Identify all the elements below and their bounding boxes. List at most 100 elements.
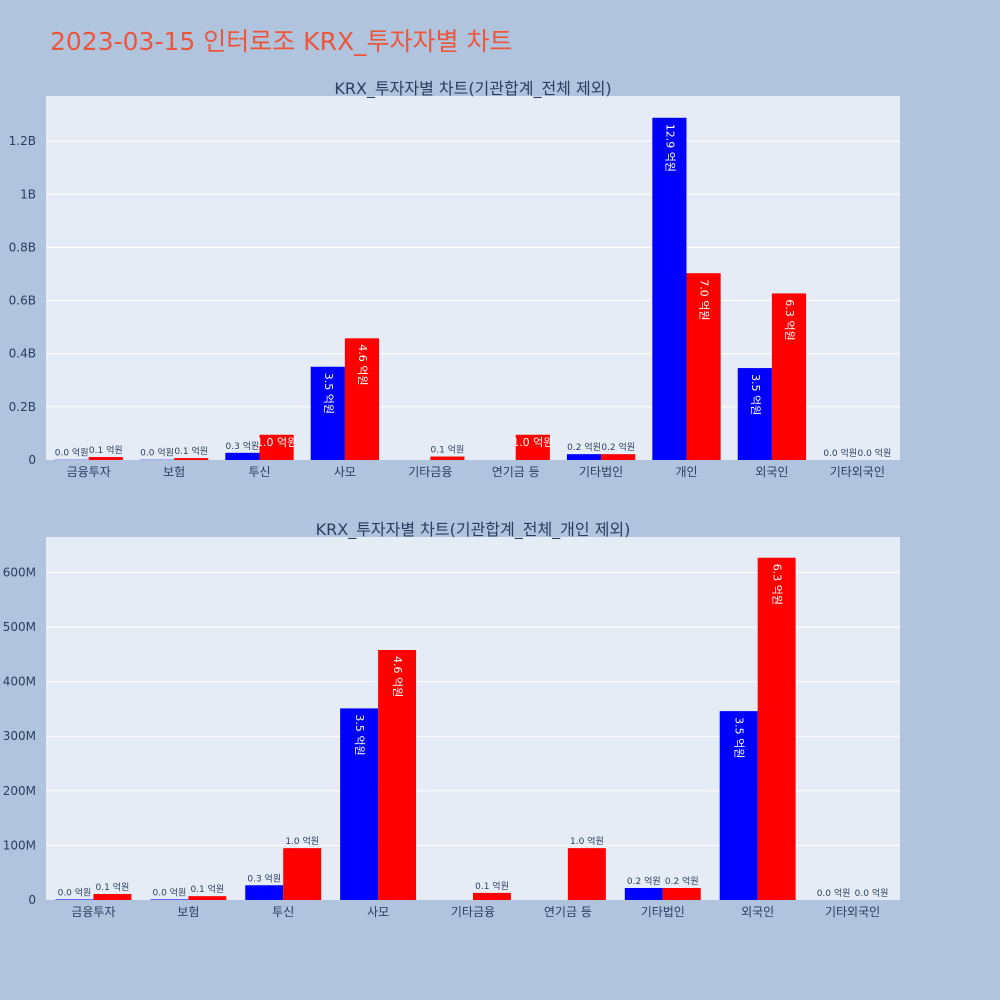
data-label: 0.1 억원 — [89, 444, 123, 456]
y-tick-label: 500M — [3, 620, 36, 634]
x-tick-label: 투신 — [272, 905, 294, 919]
bar — [430, 456, 465, 460]
x-tick-label: 기타금융 — [451, 905, 495, 919]
bar — [174, 458, 209, 460]
bar — [662, 887, 701, 900]
bar — [55, 899, 94, 900]
chart-title: KRX_투자자별 차트(기관합계_전체_개인 제외) — [316, 520, 631, 540]
bar — [344, 338, 380, 460]
y-tick-label: 0.8B — [9, 240, 36, 254]
x-tick-label: 사모 — [334, 465, 356, 479]
data-label: 0.1 억원 — [431, 444, 465, 456]
bar — [283, 848, 322, 900]
data-label: 3.5 억원 — [733, 717, 746, 758]
bar — [93, 893, 132, 900]
y-tick-label: 100M — [3, 838, 36, 852]
data-label: 12.9 억원 — [663, 124, 676, 172]
data-label: 1.0 억원 — [256, 436, 297, 449]
data-label: 0.2 억원 — [567, 441, 601, 453]
bar — [225, 452, 260, 460]
bar — [245, 885, 284, 900]
data-label: 0.2 억원 — [601, 441, 635, 453]
data-label: 1.0 억원 — [512, 436, 553, 449]
data-label: 0.1 억원 — [190, 883, 224, 895]
x-tick-label: 기타금융 — [408, 465, 452, 479]
x-tick-label: 보험 — [163, 465, 185, 479]
y-tick-label: 600M — [3, 565, 36, 579]
x-tick-label: 기타외국인 — [825, 905, 880, 919]
x-tick-label: 개인 — [675, 465, 697, 479]
bar — [310, 366, 345, 460]
x-tick-label: 연기금 등 — [544, 905, 592, 919]
data-label: 3.5 억원 — [749, 374, 762, 415]
bar — [567, 848, 606, 900]
x-tick-label: 투신 — [248, 465, 270, 479]
data-label: 7.0 억원 — [698, 279, 711, 320]
chart-excluding-individuals: KRX_투자자별 차트(기관합계_전체_개인 제외) 0 100M 200M 300M 4… — [3, 520, 900, 919]
x-tick-label: 기타외국인 — [830, 465, 885, 479]
bar — [340, 708, 379, 900]
bar — [686, 273, 721, 460]
bar — [566, 454, 602, 460]
data-label: 0.0 억원 — [58, 886, 92, 898]
data-label: 4.6 억원 — [391, 656, 404, 697]
data-label: 0.0 억원 — [817, 887, 851, 899]
bar — [601, 454, 636, 460]
bar — [771, 293, 807, 460]
bar — [88, 457, 123, 460]
data-label: 0.0 억원 — [855, 887, 889, 899]
bar — [188, 896, 227, 900]
data-label: 0.1 억원 — [96, 881, 130, 893]
y-tick-label: 0.4B — [9, 347, 36, 361]
data-label: 0.0 억원 — [55, 447, 89, 459]
y-tick-label: 1.2B — [9, 134, 36, 148]
bar — [737, 368, 772, 460]
y-tick-label: 200M — [3, 784, 36, 798]
data-label: 0.0 억원 — [823, 447, 857, 459]
data-label: 0.0 억원 — [140, 447, 174, 459]
bar — [515, 434, 550, 460]
bar — [719, 711, 758, 900]
page-title: 2023-03-15 인터로조 KRX_투자자별 차트 — [50, 27, 513, 56]
x-tick-label: 금융투자 — [67, 465, 111, 479]
x-tick-label: 연기금 등 — [492, 465, 540, 479]
chart-title: KRX_투자자별 차트(기관합계_전체 제외) — [334, 79, 611, 99]
data-label: 6.3 억원 — [771, 564, 784, 605]
y-tick-label: 400M — [3, 675, 36, 689]
x-tick-label: 기타법인 — [641, 905, 685, 919]
data-label: 0.0 억원 — [152, 886, 186, 898]
data-label: 1.0 억원 — [570, 835, 604, 847]
bar — [624, 887, 663, 900]
bar — [652, 117, 687, 460]
bar — [473, 892, 511, 900]
y-tick-label: 0.2B — [9, 400, 36, 414]
bar — [757, 557, 796, 900]
y-tick-label: 1B — [20, 187, 36, 201]
data-label: 3.5 억원 — [322, 373, 335, 414]
y-tick-label: 0 — [28, 453, 36, 467]
data-label: 0.3 억원 — [247, 872, 281, 884]
bar — [150, 899, 189, 900]
data-label: 0.3 억원 — [226, 440, 260, 452]
data-label: 0.1 억원 — [475, 880, 509, 892]
x-tick-label: 외국인 — [741, 905, 774, 919]
y-tick-label: 0 — [28, 893, 36, 907]
y-tick-label: 300M — [3, 729, 36, 743]
bar — [259, 434, 294, 460]
chart-all-investors: KRX_투자자별 차트(기관합계_전체 제외) 0 0.2B 0.4B 0.6B 0.8B… — [9, 79, 900, 479]
data-label: 0.2 억원 — [665, 875, 699, 887]
data-label: 3.5 억원 — [353, 714, 366, 755]
bar — [378, 649, 417, 900]
data-label: 0.0 억원 — [858, 447, 892, 459]
data-label: 0.2 억원 — [627, 875, 661, 887]
data-label: 6.3 억원 — [783, 299, 796, 340]
x-tick-label: 외국인 — [755, 465, 788, 479]
x-tick-label: 금융투자 — [71, 905, 115, 919]
x-tick-label: 기타법인 — [579, 465, 623, 479]
data-label: 4.6 억원 — [356, 344, 369, 385]
y-tick-label: 0.6B — [9, 294, 36, 308]
x-tick-label: 보험 — [177, 905, 199, 919]
x-tick-label: 사모 — [367, 905, 389, 919]
data-label: 1.0 억원 — [285, 835, 319, 847]
data-label: 0.1 억원 — [174, 445, 208, 457]
